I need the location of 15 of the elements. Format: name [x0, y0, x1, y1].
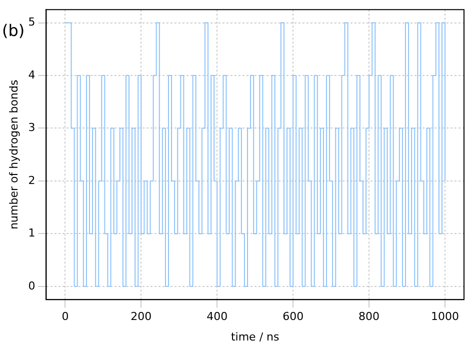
- y-tick-label: 5: [28, 16, 36, 29]
- x-tick-label: 600: [282, 310, 304, 324]
- y-tick-label: 0: [28, 279, 36, 292]
- y-axis-title: number of hydrogen bonds: [7, 80, 20, 230]
- x-tick-label: 1000: [431, 310, 460, 324]
- text: (b): [2, 20, 25, 40]
- y-tick-label: 3: [28, 121, 36, 134]
- x-tick-label: 0: [62, 310, 69, 324]
- x-tick-label: 200: [130, 310, 152, 324]
- x-axis-title: time / ns: [230, 330, 280, 344]
- y-tick-label: 1: [28, 226, 36, 240]
- y-tick-label: 4: [28, 68, 36, 82]
- x-tick-label: 800: [358, 310, 380, 324]
- y-tick-label: 2: [28, 174, 36, 187]
- x-tick-label: 400: [206, 310, 228, 324]
